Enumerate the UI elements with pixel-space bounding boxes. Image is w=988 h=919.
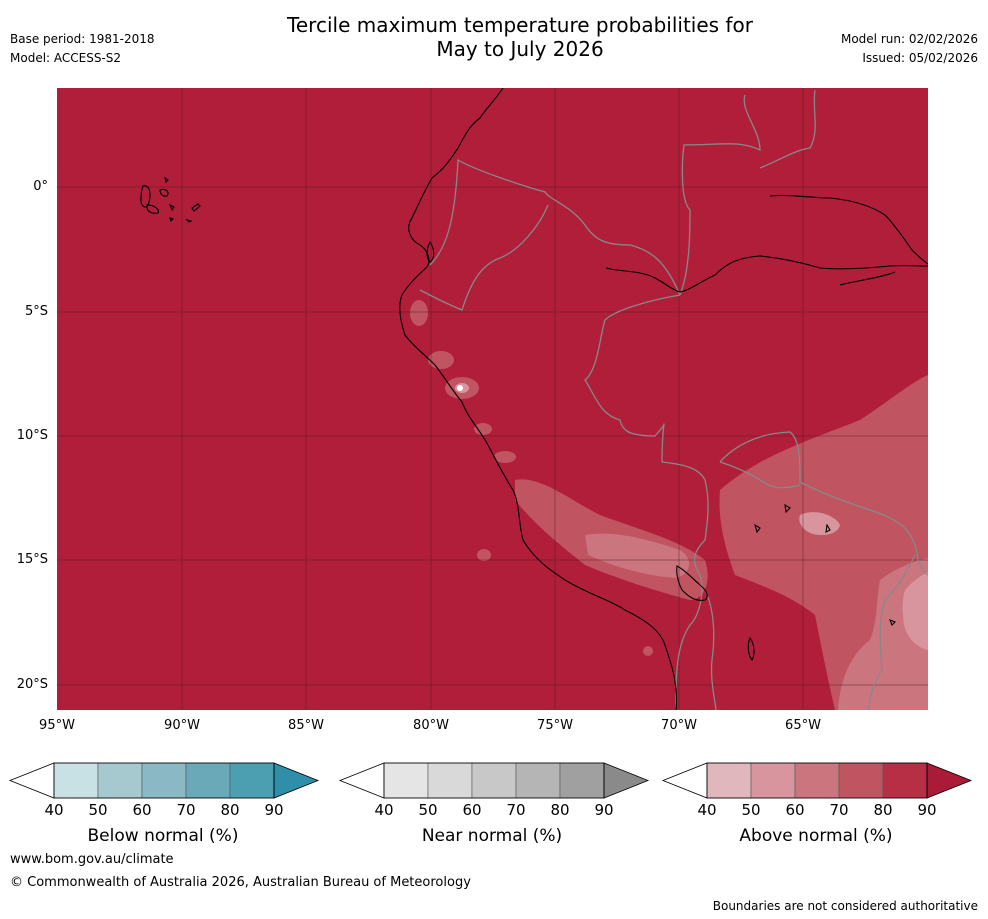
title-line-2: May to July 2026	[436, 37, 604, 61]
probability-map	[57, 88, 928, 710]
colorbar-extend-low	[338, 762, 385, 799]
colorbar-swatch	[750, 762, 796, 799]
below-tick-50: 50	[88, 801, 108, 819]
contour-blob-6	[477, 549, 491, 561]
above-tick-60: 60	[785, 801, 805, 819]
model-name: Model: ACCESS-S2	[10, 51, 122, 65]
lat-tick-5s: 5°S	[24, 304, 48, 319]
contour-blob-1	[410, 300, 428, 326]
colorbar-extend-high	[273, 762, 320, 799]
contour-blob-8	[865, 423, 881, 433]
lon-tick-70w: 70°W	[661, 718, 697, 733]
colorbar-extend-high	[603, 762, 650, 799]
colorbar-swatch	[141, 762, 187, 799]
below-tick-60: 60	[132, 801, 152, 819]
lat-tick-20s: 20°S	[16, 677, 48, 692]
contour-50-60	[902, 572, 928, 650]
above-tick-40: 40	[697, 801, 717, 819]
contour-blob-9	[643, 646, 653, 656]
above-normal-label: Above normal (%)	[739, 826, 893, 846]
meta-right: Model run: 02/02/2026 Issued: 05/02/2026	[841, 31, 978, 66]
near-tick-90: 90	[594, 801, 614, 819]
above-tick-70: 70	[829, 801, 849, 819]
lon-tick-85w: 85°W	[288, 718, 324, 733]
above-tick-80: 80	[873, 801, 893, 819]
colorbar-extend-low	[661, 762, 708, 799]
map-background	[57, 88, 928, 710]
colorbar-above-normal	[661, 762, 973, 799]
lon-tick-90w: 90°W	[164, 718, 200, 733]
colorbar-swatch	[794, 762, 840, 799]
map-title: Tercile maximum temperature probabilitie…	[0, 13, 988, 61]
base-period: Base period: 1981-2018	[10, 32, 155, 46]
copyright: © Commonwealth of Australia 2026, Austra…	[10, 875, 471, 890]
contour-blob-7	[887, 509, 905, 521]
colorbar-outline	[53, 762, 275, 799]
contour-60-70-mid	[585, 533, 690, 578]
below-tick-40: 40	[44, 801, 64, 819]
colorbar-swatch	[383, 762, 429, 799]
graticule	[57, 88, 928, 710]
meta-left: Base period: 1981-2018 Model: ACCESS-S2	[10, 31, 155, 66]
near-normal-label: Near normal (%)	[421, 826, 563, 846]
above-tick-90: 90	[917, 801, 937, 819]
colorbar-swatch	[706, 762, 752, 799]
below-tick-80: 80	[220, 801, 240, 819]
colorbar-extend-low	[8, 762, 55, 799]
lat-tick-15s: 15°S	[16, 552, 48, 567]
contour-blob-2	[428, 351, 454, 369]
near-tick-80: 80	[550, 801, 570, 819]
title-line-1: Tercile maximum temperature probabilitie…	[287, 13, 753, 37]
colorbar-swatch	[185, 762, 231, 799]
below-tick-90: 90	[264, 801, 284, 819]
model-run: Model run: 02/02/2026	[840, 32, 978, 46]
lat-tick-10s: 10°S	[16, 428, 48, 443]
above-tick-50: 50	[741, 801, 761, 819]
coastlines	[140, 88, 928, 710]
lon-tick-95w: 95°W	[39, 718, 75, 733]
colorbar-outline	[383, 762, 605, 799]
colorbar-swatch	[427, 762, 473, 799]
colorbar-swatch	[838, 762, 884, 799]
lon-tick-80w: 80°W	[413, 718, 449, 733]
colorbar-extend-high	[926, 762, 973, 799]
colorbar-swatch	[471, 762, 517, 799]
colorbar-swatch	[97, 762, 143, 799]
lon-tick-75w: 75°W	[537, 718, 573, 733]
near-tick-50: 50	[418, 801, 438, 819]
contour-blob-10	[457, 385, 463, 391]
issued-date: Issued: 05/02/2026	[862, 51, 978, 65]
colorbar-swatch	[515, 762, 561, 799]
colorbar-swatch	[53, 762, 99, 799]
below-tick-70: 70	[176, 801, 196, 819]
colorbar-outline	[706, 762, 928, 799]
disclaimer: Boundaries are not considered authoritat…	[712, 899, 978, 913]
colorbar-near-normal	[338, 762, 650, 799]
lon-tick-65w: 65°W	[785, 718, 821, 733]
colorbar-below-normal	[8, 762, 320, 799]
near-tick-70: 70	[506, 801, 526, 819]
colorbar-swatch	[559, 762, 605, 799]
lat-tick-0: 0°	[33, 179, 48, 194]
website-link[interactable]: www.bom.gov.au/climate	[10, 852, 174, 867]
contour-blob-5	[494, 451, 516, 463]
below-normal-label: Below normal (%)	[87, 826, 239, 846]
near-tick-40: 40	[374, 801, 394, 819]
contour-blob-4	[474, 423, 492, 435]
colorbar-swatch	[229, 762, 275, 799]
colorbar-swatch	[882, 762, 928, 799]
country-borders	[419, 89, 928, 710]
near-tick-60: 60	[462, 801, 482, 819]
probability-contours	[410, 300, 928, 710]
